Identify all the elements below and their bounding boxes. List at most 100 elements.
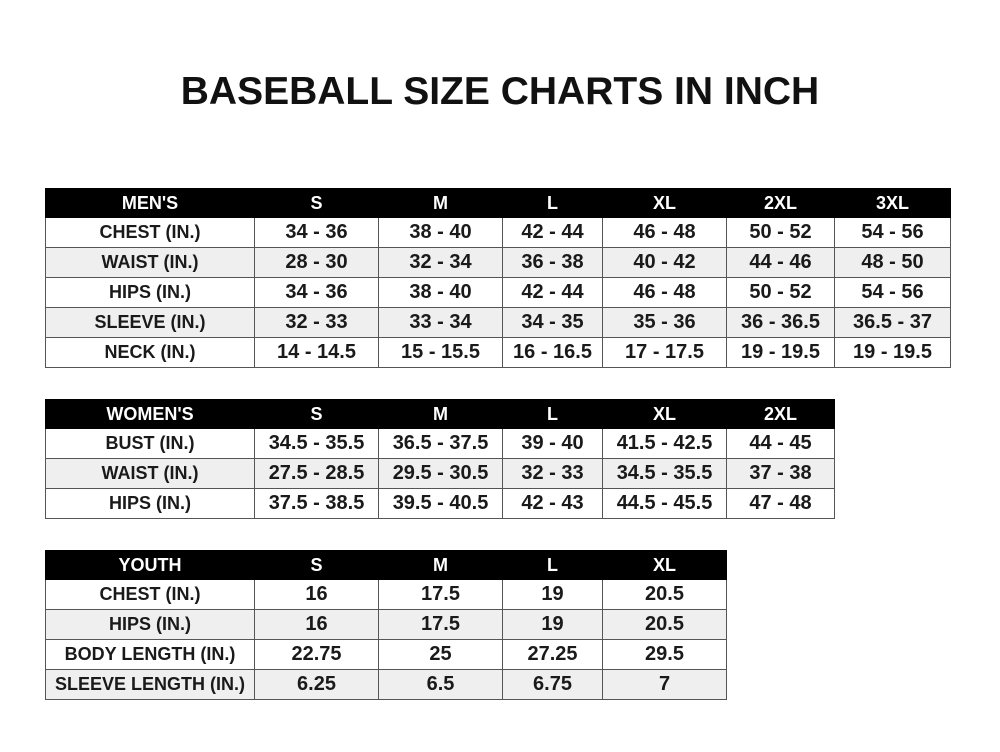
size-header: XL [602,550,727,580]
table-row: HIPS (IN.) 37.5 - 38.5 39.5 - 40.5 42 - 43 4… [45,488,835,519]
measurement-label: CHEST (IN.) [45,579,255,610]
size-header: 2XL [726,399,835,429]
measurement-cell: 42 - 44 [502,277,603,308]
measurement-cell: 6.25 [254,669,379,700]
measurement-label: SLEEVE (IN.) [45,307,255,338]
table-row: HIPS (IN.) 34 - 36 38 - 40 42 - 44 46 - 48 50… [45,277,951,308]
measurement-cell: 19 [502,609,603,640]
measurement-cell: 14 - 14.5 [254,337,379,368]
measurement-cell: 36.5 - 37 [834,307,951,338]
size-header: 2XL [726,188,835,218]
measurement-cell: 6.5 [378,669,503,700]
measurement-label: CHEST (IN.) [45,217,255,248]
table-row: HIPS (IN.) 16 17.5 19 20.5 [45,609,727,640]
measurement-label: BUST (IN.) [45,428,255,459]
measurement-cell: 25 [378,639,503,670]
header-row: MEN'S S M L XL 2XL 3XL [45,188,951,218]
measurement-cell: 38 - 40 [378,277,503,308]
page-title: BASEBALL SIZE CHARTS IN INCH [180,70,820,113]
header-row: WOMEN'S S M L XL 2XL [45,399,835,429]
measurement-cell: 44.5 - 45.5 [602,488,727,519]
measurement-label: BODY LENGTH (IN.) [45,639,255,670]
size-header: M [378,188,503,218]
measurement-cell: 27.25 [502,639,603,670]
size-header: S [254,399,379,429]
measurement-cell: 16 - 16.5 [502,337,603,368]
size-header: S [254,550,379,580]
measurement-cell: 20.5 [602,579,727,610]
measurement-label: WAIST (IN.) [45,458,255,489]
table-row: CHEST (IN.) 16 17.5 19 20.5 [45,579,727,610]
measurement-cell: 17 - 17.5 [602,337,727,368]
measurement-cell: 29.5 - 30.5 [378,458,503,489]
measurement-cell: 36 - 36.5 [726,307,835,338]
measurement-label: HIPS (IN.) [45,609,255,640]
measurement-cell: 37.5 - 38.5 [254,488,379,519]
measurement-cell: 46 - 48 [602,277,727,308]
measurement-cell: 50 - 52 [726,277,835,308]
measurement-cell: 22.75 [254,639,379,670]
size-header: M [378,399,503,429]
category-header: WOMEN'S [45,399,255,429]
table-row: WAIST (IN.) 28 - 30 32 - 34 36 - 38 40 - 42 4… [45,247,951,278]
measurement-cell: 16 [254,579,379,610]
measurement-cell: 54 - 56 [834,217,951,248]
measurement-cell: 34 - 36 [254,217,379,248]
size-header: 3XL [834,188,951,218]
size-header: S [254,188,379,218]
measurement-cell: 29.5 [602,639,727,670]
measurement-cell: 32 - 33 [502,458,603,489]
measurement-cell: 44 - 46 [726,247,835,278]
measurement-cell: 44 - 45 [726,428,835,459]
category-header: MEN'S [45,188,255,218]
measurement-cell: 36.5 - 37.5 [378,428,503,459]
table-row: WAIST (IN.) 27.5 - 28.5 29.5 - 30.5 32 - 33… [45,458,835,489]
size-header: M [378,550,503,580]
measurement-cell: 28 - 30 [254,247,379,278]
measurement-cell: 40 - 42 [602,247,727,278]
measurement-cell: 54 - 56 [834,277,951,308]
measurement-cell: 16 [254,609,379,640]
size-header: XL [602,188,727,218]
table-row: BUST (IN.) 34.5 - 35.5 36.5 - 37.5 39 - 40 4… [45,428,835,459]
measurement-cell: 42 - 43 [502,488,603,519]
measurement-cell: 47 - 48 [726,488,835,519]
measurement-cell: 27.5 - 28.5 [254,458,379,489]
header-row: YOUTH S M L XL [45,550,727,580]
mens-size-table: MEN'S S M L XL 2XL 3XL CHEST (IN.) 34 - 36 38 - 4… [45,188,951,368]
measurement-label: HIPS (IN.) [45,488,255,519]
table-row: SLEEVE LENGTH (IN.) 6.25 6.5 6.75 7 [45,669,727,700]
measurement-cell: 39 - 40 [502,428,603,459]
measurement-cell: 19 - 19.5 [834,337,951,368]
measurement-cell: 39.5 - 40.5 [378,488,503,519]
size-header: L [502,550,603,580]
measurement-cell: 34 - 35 [502,307,603,338]
measurement-cell: 7 [602,669,727,700]
table-row: NECK (IN.) 14 - 14.5 15 - 15.5 16 - 16.5 17 … [45,337,951,368]
measurement-cell: 37 - 38 [726,458,835,489]
table-row: SLEEVE (IN.) 32 - 33 33 - 34 34 - 35 35 - 36… [45,307,951,338]
measurement-cell: 48 - 50 [834,247,951,278]
size-header: L [502,399,603,429]
measurement-label: WAIST (IN.) [45,247,255,278]
measurement-cell: 19 - 19.5 [726,337,835,368]
size-header: XL [602,399,727,429]
measurement-label: NECK (IN.) [45,337,255,368]
measurement-cell: 35 - 36 [602,307,727,338]
measurement-cell: 41.5 - 42.5 [602,428,727,459]
measurement-label: HIPS (IN.) [45,277,255,308]
measurement-cell: 50 - 52 [726,217,835,248]
measurement-label: SLEEVE LENGTH (IN.) [45,669,255,700]
measurement-cell: 34.5 - 35.5 [254,428,379,459]
measurement-cell: 34.5 - 35.5 [602,458,727,489]
womens-size-table: WOMEN'S S M L XL 2XL BUST (IN.) 34.5 - 35.5 36.5… [45,399,835,519]
measurement-cell: 38 - 40 [378,217,503,248]
measurement-cell: 20.5 [602,609,727,640]
table-row: BODY LENGTH (IN.) 22.75 25 27.25 29.5 [45,639,727,670]
measurement-cell: 17.5 [378,579,503,610]
measurement-cell: 15 - 15.5 [378,337,503,368]
measurement-cell: 34 - 36 [254,277,379,308]
measurement-cell: 42 - 44 [502,217,603,248]
measurement-cell: 36 - 38 [502,247,603,278]
measurement-cell: 19 [502,579,603,610]
